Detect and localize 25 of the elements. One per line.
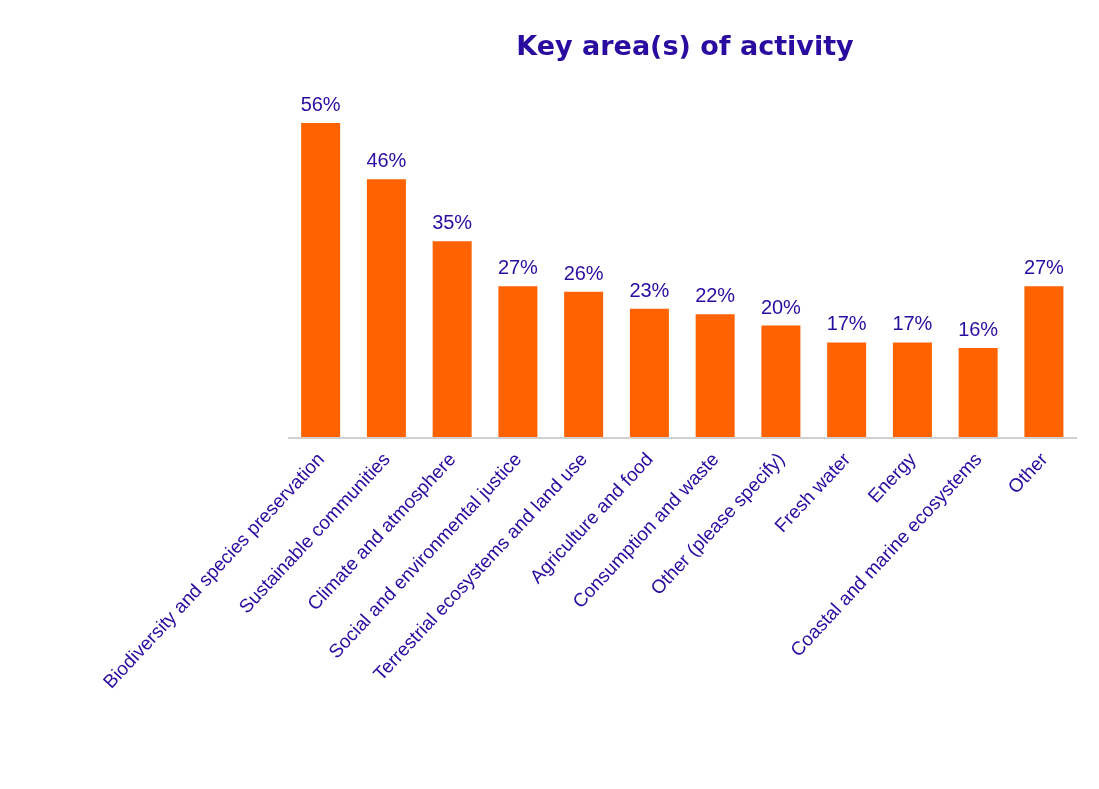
bar xyxy=(695,314,735,438)
bar xyxy=(301,123,341,438)
bar xyxy=(1024,286,1064,438)
bar xyxy=(629,308,669,438)
bar xyxy=(827,342,867,438)
data-label: 27% xyxy=(1023,256,1065,279)
chart-title: Key area(s) of activity xyxy=(515,30,855,61)
data-label: 17% xyxy=(826,312,867,335)
data-label: 35% xyxy=(432,211,473,234)
bar xyxy=(432,241,472,438)
bar xyxy=(498,286,538,438)
bar xyxy=(958,348,998,438)
data-label: 16% xyxy=(958,318,999,340)
bar xyxy=(564,291,604,438)
data-label: 56% xyxy=(300,93,341,115)
bar xyxy=(761,325,801,438)
data-label: 17% xyxy=(892,312,933,335)
data-label: 27% xyxy=(497,256,539,279)
data-label: 22% xyxy=(695,284,736,307)
data-label: 23% xyxy=(629,278,670,301)
bar xyxy=(366,179,406,438)
data-label: 20% xyxy=(760,295,802,318)
data-label: 46% xyxy=(366,149,407,172)
bar xyxy=(892,342,932,438)
data-label: 26% xyxy=(563,261,604,284)
